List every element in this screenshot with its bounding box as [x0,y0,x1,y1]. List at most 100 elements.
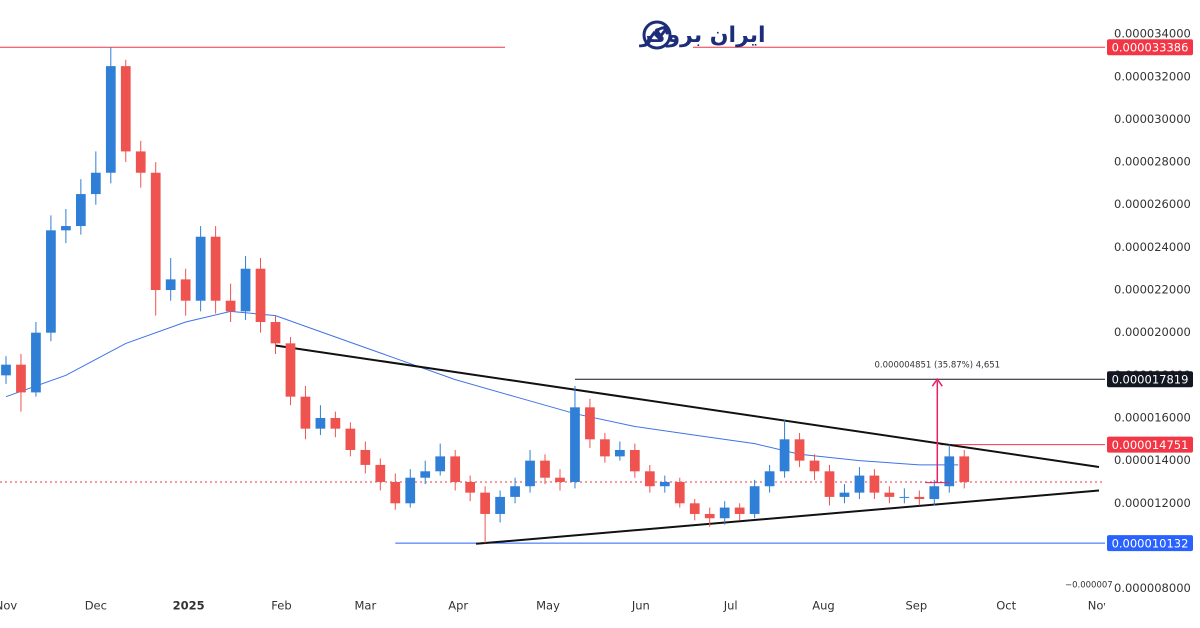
candle-body [270,322,281,344]
candle-body [16,364,26,393]
candle-body [1,364,11,376]
logo-icon-arrow [646,26,669,43]
candle-body [150,172,161,291]
price-label: 0.000017819 [1112,373,1189,387]
x-tick-label: Jun [631,599,650,613]
candle-body [944,456,955,487]
y-tick-label: 0.000012000 [1114,496,1191,510]
y-tick-label: 0.000034000 [1114,27,1191,41]
candle-body [779,439,790,472]
candle-body [285,343,296,397]
candle-body [719,507,730,519]
y-tick-label: 0.000016000 [1114,410,1191,424]
price-label-box [1107,371,1193,388]
candle-body [629,449,640,472]
candle-body [749,486,760,514]
candle-body [345,428,356,450]
candle-body [255,268,266,323]
x-tick-label: Sep [905,599,927,613]
trend-line [275,344,1100,468]
x-tick-label: Nov [1088,599,1111,613]
x-tick-label: May [536,599,560,613]
candle-body [794,439,805,461]
candle-body [195,236,206,301]
candle-body [764,471,775,487]
candle-body [405,477,416,504]
candle-body [31,332,41,393]
candle-body [435,456,446,472]
moving-average [5,310,959,466]
price-label-box [1107,535,1193,552]
candle-body [914,496,925,500]
candle-body [525,460,535,487]
price-label: 0.000033386 [1112,41,1189,55]
candle-body [495,496,505,514]
x-tick-label: Oct [996,599,1016,613]
candle-body [390,481,401,504]
candle-body [375,464,386,482]
candle-body [420,471,431,478]
candle-body [240,268,251,312]
y-tick-label: 0.000026000 [1114,197,1191,211]
candle-body [704,513,715,519]
price-label-box [1107,436,1193,453]
corner-note: −0.000007 [1065,581,1113,591]
candle-body [884,492,895,497]
x-tick-label: Apr [448,599,468,613]
measure-arrowhead [931,377,943,387]
measure-label: 0.000004851 (35.87%) 4,651 [875,361,1001,371]
candle-body [165,279,176,291]
x-tick-label: Jul [723,599,738,613]
candle-body [180,279,191,301]
candle-body [869,475,880,493]
price-label: 0.000010132 [1112,537,1189,551]
candle-body [120,66,131,152]
logo-text: ایران بروکر [639,23,766,48]
candle-body [300,396,311,429]
logo-icon [642,20,672,50]
candle-body [854,475,865,493]
candle-body [480,492,490,514]
candle-body [105,66,116,173]
candle-body [315,417,326,429]
candle-body [824,471,835,497]
y-tick-label: 0.000028000 [1114,155,1191,169]
y-tick-label: 0.000014000 [1114,453,1191,467]
y-tick-label: 0.000032000 [1114,69,1191,83]
price-label: 0.000014751 [1112,438,1189,452]
trend-line [476,489,1100,545]
y-tick-label: 0.000022000 [1114,283,1191,297]
x-tick-label: Nov [0,599,17,613]
y-tick-label: 0.000024000 [1114,240,1191,254]
candle-body [210,236,221,301]
candle-body [929,486,940,500]
candle-body [135,151,146,173]
x-tick-label: Aug [812,599,834,613]
candle-body [510,486,520,497]
x-tick-label: Feb [271,599,291,613]
logo: ایران بروکر [505,14,766,58]
candle-body [75,194,86,227]
candle-body [450,456,461,482]
candle-body [61,226,71,231]
candle-body [585,407,595,440]
candle-body [46,230,56,333]
candle-body [659,481,670,487]
y-tick-label: 0.000020000 [1114,325,1191,339]
candle-body [959,456,970,482]
candle-body [644,471,655,487]
x-tick-label: Dec [85,599,107,613]
candle-body [540,460,550,478]
candle-body [330,417,341,429]
candle-body [90,172,101,195]
candle-body [555,477,565,482]
y-tick-label: 0.000008000 [1114,581,1191,595]
candle-body [225,300,236,312]
price-label-box [1107,39,1193,56]
x-tick-label: 2025 [173,599,205,613]
plot-area: Nov Dec 2025 Feb Mar Apr May Jun Jul Aug Sep Oct Nov… [0,46,1111,613]
price-axis: 0.000034000 0.000032000 0.000030000 0.00002… [1065,27,1193,595]
candle-body [570,407,580,482]
